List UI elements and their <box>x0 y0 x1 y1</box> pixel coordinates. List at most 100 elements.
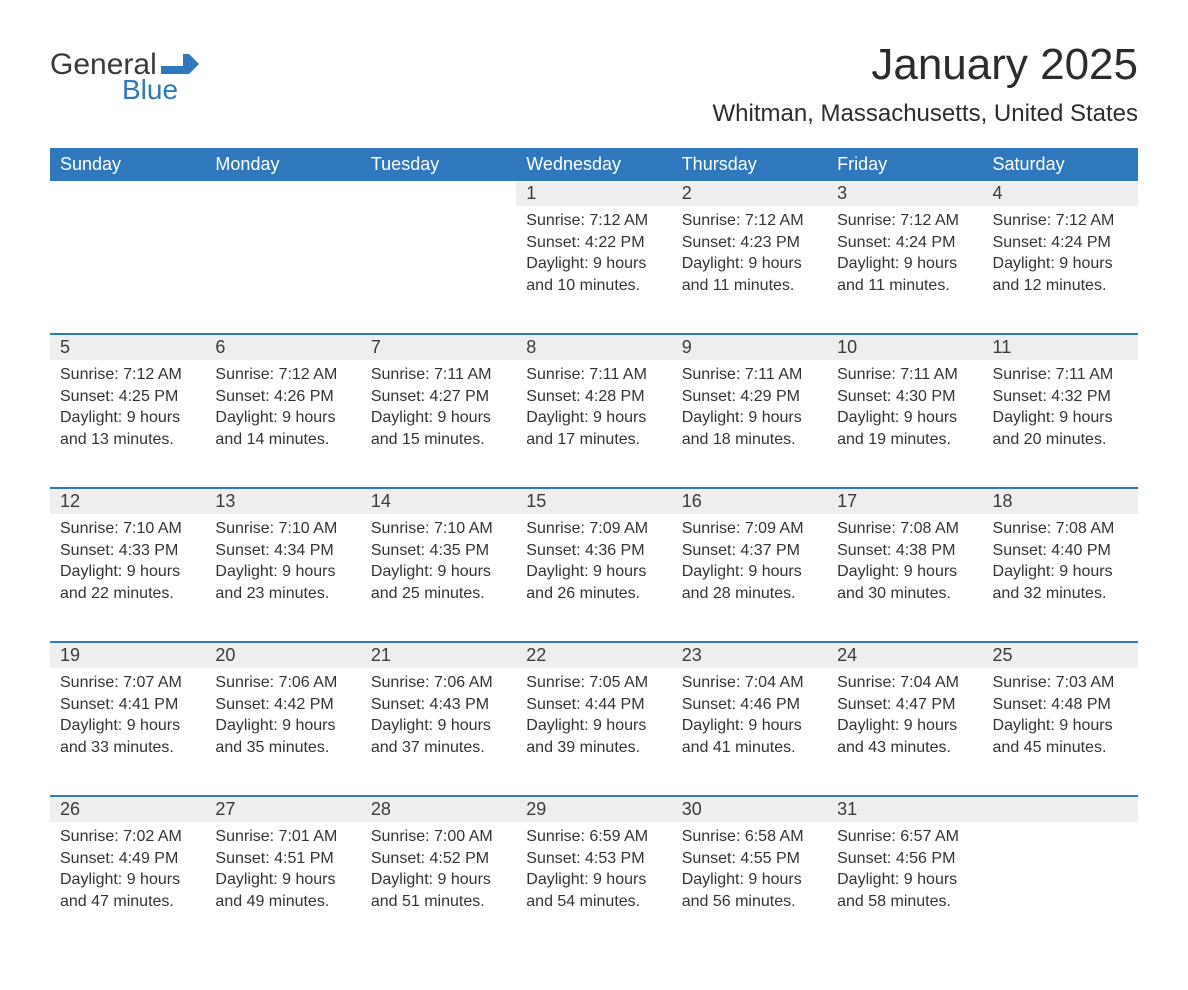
day-content: Sunrise: 7:10 AMSunset: 4:35 PMDaylight:… <box>361 514 516 642</box>
sunset-text: Sunset: 4:29 PM <box>682 386 817 408</box>
day-content: Sunrise: 7:11 AMSunset: 4:30 PMDaylight:… <box>827 360 982 488</box>
day-content: Sunrise: 6:59 AMSunset: 4:53 PMDaylight:… <box>516 822 671 950</box>
sunrise-text: Sunrise: 7:10 AM <box>215 518 350 540</box>
sunrise-text: Sunrise: 7:09 AM <box>526 518 661 540</box>
sunset-text: Sunset: 4:44 PM <box>526 694 661 716</box>
sunrise-text: Sunrise: 7:11 AM <box>837 364 972 386</box>
day-number: 15 <box>516 488 671 514</box>
day-number: 4 <box>983 181 1138 206</box>
daylight-line1: Daylight: 9 hours <box>682 869 817 891</box>
daylight-line1: Daylight: 9 hours <box>837 715 972 737</box>
empty-cell <box>361 206 516 334</box>
sunrise-text: Sunrise: 7:07 AM <box>60 672 195 694</box>
daylight-line1: Daylight: 9 hours <box>215 715 350 737</box>
sunset-text: Sunset: 4:35 PM <box>371 540 506 562</box>
daylight-line2: and 43 minutes. <box>837 737 972 759</box>
day-content: Sunrise: 7:11 AMSunset: 4:27 PMDaylight:… <box>361 360 516 488</box>
daylight-line2: and 13 minutes. <box>60 429 195 451</box>
sunset-text: Sunset: 4:26 PM <box>215 386 350 408</box>
daylight-line1: Daylight: 9 hours <box>526 561 661 583</box>
weekday-header: Monday <box>205 148 360 181</box>
day-number: 10 <box>827 334 982 360</box>
day-number: 2 <box>672 181 827 206</box>
daylight-line2: and 33 minutes. <box>60 737 195 759</box>
calendar-body: 1234Sunrise: 7:12 AMSunset: 4:22 PMDayli… <box>50 181 1138 950</box>
day-number: 7 <box>361 334 516 360</box>
sunset-text: Sunset: 4:51 PM <box>215 848 350 870</box>
daylight-line2: and 23 minutes. <box>215 583 350 605</box>
day-content: Sunrise: 7:04 AMSunset: 4:46 PMDaylight:… <box>672 668 827 796</box>
daylight-line2: and 35 minutes. <box>215 737 350 759</box>
sunset-text: Sunset: 4:25 PM <box>60 386 195 408</box>
daylight-line1: Daylight: 9 hours <box>371 407 506 429</box>
sunset-text: Sunset: 4:24 PM <box>837 232 972 254</box>
daylight-line1: Daylight: 9 hours <box>837 253 972 275</box>
sunrise-text: Sunrise: 7:09 AM <box>682 518 817 540</box>
day-number: 23 <box>672 642 827 668</box>
day-content: Sunrise: 7:07 AMSunset: 4:41 PMDaylight:… <box>50 668 205 796</box>
sunrise-text: Sunrise: 7:12 AM <box>993 210 1128 232</box>
daylight-line2: and 58 minutes. <box>837 891 972 913</box>
weekday-header: Tuesday <box>361 148 516 181</box>
day-content: Sunrise: 7:12 AMSunset: 4:25 PMDaylight:… <box>50 360 205 488</box>
sunrise-text: Sunrise: 7:05 AM <box>526 672 661 694</box>
sunset-text: Sunset: 4:27 PM <box>371 386 506 408</box>
sunset-text: Sunset: 4:49 PM <box>60 848 195 870</box>
daylight-line1: Daylight: 9 hours <box>371 561 506 583</box>
daylight-line2: and 47 minutes. <box>60 891 195 913</box>
day-content: Sunrise: 6:57 AMSunset: 4:56 PMDaylight:… <box>827 822 982 950</box>
day-content: Sunrise: 7:09 AMSunset: 4:36 PMDaylight:… <box>516 514 671 642</box>
daylight-line1: Daylight: 9 hours <box>682 561 817 583</box>
sunset-text: Sunset: 4:53 PM <box>526 848 661 870</box>
day-number: 22 <box>516 642 671 668</box>
day-content: Sunrise: 7:11 AMSunset: 4:29 PMDaylight:… <box>672 360 827 488</box>
daylight-line2: and 30 minutes. <box>837 583 972 605</box>
day-content: Sunrise: 7:01 AMSunset: 4:51 PMDaylight:… <box>205 822 360 950</box>
sunrise-text: Sunrise: 7:11 AM <box>682 364 817 386</box>
daylight-line1: Daylight: 9 hours <box>682 253 817 275</box>
day-content: Sunrise: 7:04 AMSunset: 4:47 PMDaylight:… <box>827 668 982 796</box>
daylight-line2: and 11 minutes. <box>682 275 817 297</box>
sunset-text: Sunset: 4:40 PM <box>993 540 1128 562</box>
day-number: 5 <box>50 334 205 360</box>
day-content: Sunrise: 7:10 AMSunset: 4:33 PMDaylight:… <box>50 514 205 642</box>
sunrise-text: Sunrise: 7:01 AM <box>215 826 350 848</box>
sunset-text: Sunset: 4:24 PM <box>993 232 1128 254</box>
empty-cell <box>983 796 1138 822</box>
calendar-table: SundayMondayTuesdayWednesdayThursdayFrid… <box>50 148 1138 950</box>
sunset-text: Sunset: 4:28 PM <box>526 386 661 408</box>
daylight-line2: and 49 minutes. <box>215 891 350 913</box>
sunset-text: Sunset: 4:47 PM <box>837 694 972 716</box>
day-content: Sunrise: 7:11 AMSunset: 4:32 PMDaylight:… <box>983 360 1138 488</box>
day-number: 31 <box>827 796 982 822</box>
sunset-text: Sunset: 4:41 PM <box>60 694 195 716</box>
empty-cell <box>361 181 516 206</box>
day-number: 26 <box>50 796 205 822</box>
sunset-text: Sunset: 4:38 PM <box>837 540 972 562</box>
daylight-line1: Daylight: 9 hours <box>526 407 661 429</box>
daylight-line2: and 37 minutes. <box>371 737 506 759</box>
weekday-header: Friday <box>827 148 982 181</box>
sunset-text: Sunset: 4:22 PM <box>526 232 661 254</box>
page-title: January 2025 <box>712 40 1138 90</box>
weekday-header: Sunday <box>50 148 205 181</box>
day-number: 24 <box>827 642 982 668</box>
day-number: 30 <box>672 796 827 822</box>
logo-text-blue: Blue <box>122 74 178 106</box>
day-content: Sunrise: 7:02 AMSunset: 4:49 PMDaylight:… <box>50 822 205 950</box>
sunset-text: Sunset: 4:32 PM <box>993 386 1128 408</box>
day-number-row: 12131415161718 <box>50 488 1138 514</box>
daylight-line2: and 15 minutes. <box>371 429 506 451</box>
sunset-text: Sunset: 4:36 PM <box>526 540 661 562</box>
location-text: Whitman, Massachusetts, United States <box>712 100 1138 128</box>
daylight-line1: Daylight: 9 hours <box>682 715 817 737</box>
day-content: Sunrise: 7:11 AMSunset: 4:28 PMDaylight:… <box>516 360 671 488</box>
day-content: Sunrise: 7:10 AMSunset: 4:34 PMDaylight:… <box>205 514 360 642</box>
sunrise-text: Sunrise: 7:12 AM <box>215 364 350 386</box>
sunset-text: Sunset: 4:56 PM <box>837 848 972 870</box>
day-number-row: 567891011 <box>50 334 1138 360</box>
sunrise-text: Sunrise: 7:06 AM <box>371 672 506 694</box>
day-content: Sunrise: 7:05 AMSunset: 4:44 PMDaylight:… <box>516 668 671 796</box>
daylight-line2: and 56 minutes. <box>682 891 817 913</box>
sunrise-text: Sunrise: 7:08 AM <box>837 518 972 540</box>
